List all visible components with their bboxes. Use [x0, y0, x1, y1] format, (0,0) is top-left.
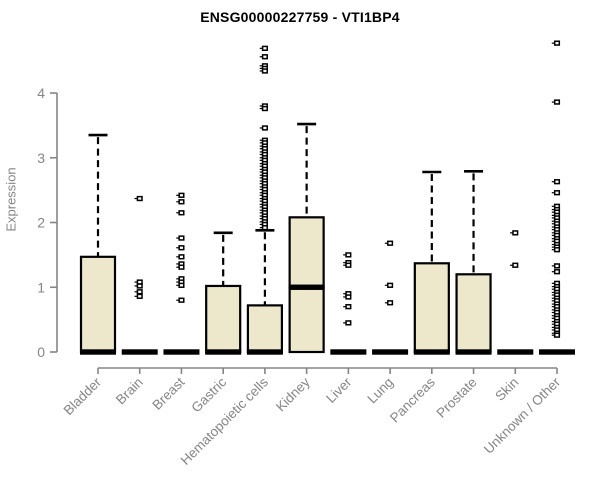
outlier-point — [512, 230, 519, 236]
y-tick-label: 2 — [37, 215, 45, 231]
y-tick-label: 4 — [37, 85, 45, 101]
outlier-point — [553, 99, 561, 105]
box-hematopoietic-cells — [246, 304, 284, 354]
outlier-point — [553, 190, 561, 196]
outlier-point — [553, 269, 561, 275]
y-tick-label: 1 — [37, 279, 45, 295]
x-tick-label-pancreas: Pancreas — [387, 374, 438, 425]
box-bladder — [79, 255, 117, 354]
median-pancreas — [413, 349, 450, 355]
median-brain — [121, 349, 158, 355]
outlier-point — [345, 262, 352, 268]
outlier-point — [178, 199, 185, 205]
y-tick-label: 3 — [37, 150, 45, 166]
outlier-point — [178, 264, 185, 270]
outlier-point — [512, 262, 519, 268]
y-tick-label: 0 — [37, 344, 45, 360]
x-tick-label-lung: Lung — [364, 375, 396, 407]
outlier-point — [553, 332, 561, 338]
box-gastric — [205, 284, 242, 354]
x-tick-label-brain: Brain — [113, 375, 146, 408]
median-hematopoietic-cells — [246, 349, 283, 355]
x-tick-label-gastric: Gastric — [188, 374, 229, 415]
x-tick-label-prostate: Prostate — [434, 375, 480, 421]
x-tick-label-skin: Skin — [492, 375, 521, 404]
median-kidney — [288, 284, 325, 290]
median-prostate — [455, 349, 492, 355]
outlier-point — [136, 293, 143, 299]
outlier-point — [261, 45, 268, 51]
outlier-point — [553, 263, 561, 269]
outlier-point — [136, 195, 143, 202]
outlier-point — [553, 247, 561, 253]
outlier-point — [387, 282, 394, 288]
median-lung — [372, 349, 409, 355]
box-prostate — [455, 273, 492, 354]
outlier-point — [178, 282, 185, 288]
median-skin — [497, 349, 534, 355]
x-tick-label-bladder: Bladder — [61, 374, 105, 418]
box-pancreas — [413, 262, 450, 354]
outlier-point — [553, 40, 561, 46]
outlier-point — [178, 235, 185, 241]
outlier-point — [261, 54, 268, 60]
median-liver — [330, 349, 367, 355]
outlier-point — [261, 125, 268, 131]
outlier-point — [136, 283, 143, 289]
outlier-point — [345, 304, 352, 310]
x-tick-label-liver: Liver — [323, 374, 355, 406]
outlier-point — [345, 294, 352, 300]
median-bladder — [80, 349, 116, 355]
outlier-point — [178, 297, 185, 303]
outlier-point — [261, 105, 268, 112]
outlier-point — [345, 252, 352, 258]
median-gastric — [205, 349, 242, 355]
outlier-point — [136, 289, 143, 295]
median-breast — [163, 349, 200, 355]
x-tick-label-breast: Breast — [149, 374, 187, 412]
x-tick-label-unknown-other: Unknown / Other — [481, 374, 564, 457]
outlier-point — [345, 320, 352, 326]
outlier-point — [387, 300, 394, 306]
x-tick-label-kidney: Kidney — [273, 374, 313, 414]
outlier-point — [261, 225, 268, 231]
outlier-point — [261, 68, 268, 74]
outlier-point — [553, 179, 561, 185]
outlier-point — [387, 240, 394, 246]
outlier-point — [178, 192, 185, 198]
chart-title: ENSG00000227759 - VTI1BP4 — [200, 9, 400, 25]
outlier-point — [178, 245, 185, 251]
outlier-point — [178, 254, 185, 260]
median-unknown-other — [539, 349, 575, 355]
outlier-point — [178, 210, 185, 216]
